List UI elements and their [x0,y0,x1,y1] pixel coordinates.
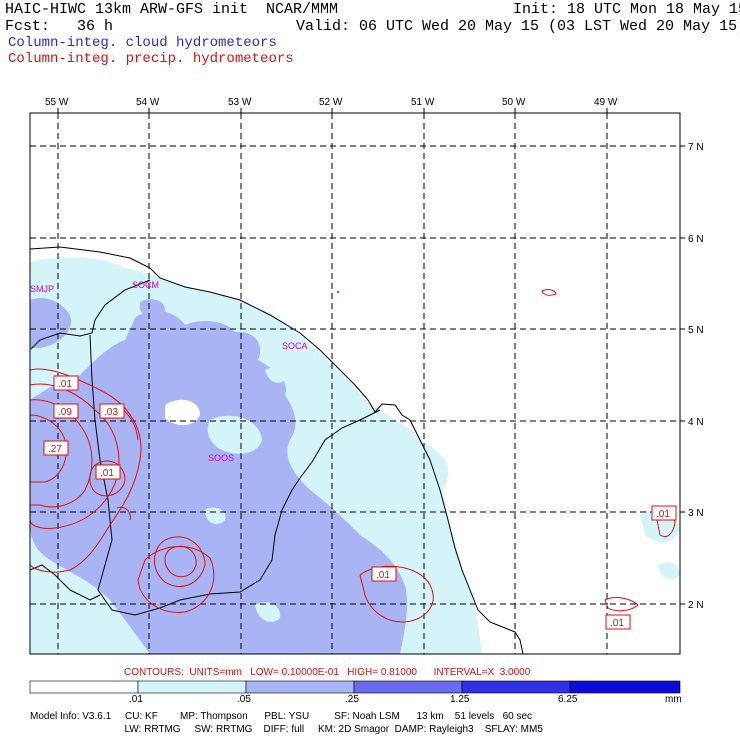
legend-cloud: Column-integ. cloud hydrometeors [8,35,277,51]
contour-label: .01 [610,618,624,629]
colorbar-tick: 1.25 [450,694,470,705]
cloud-shading [30,257,680,654]
border-path-2 [89,334,381,616]
colorbar-tick: .25 [345,694,359,705]
contour-label: .01 [58,379,72,390]
title-line: HAIC-HIWC 13km ARW-GFS init NCAR/MMM [5,1,339,18]
contour-label: .01 [656,509,670,520]
site-label-smjp: SMJP [30,284,54,294]
site-dot [337,291,339,293]
model-info-line1: Model Info: V3.6.1 CU: KF MP: Thompson P… [30,711,533,722]
lat-label: 2 N [688,600,704,611]
lat-label: 4 N [688,417,704,428]
map-frame [29,112,681,655]
site-label-soos: SOOS [208,453,234,463]
lon-label: 52 W [319,97,343,108]
contour-label: .01 [100,468,114,479]
colorbar-tick: 6.25 [558,694,578,705]
lon-label: 55 W [45,97,69,108]
colorbar-tick: .01 [129,694,143,705]
valid-time: Valid: 06 UTC Wed 20 May 15 (03 LST Wed … [296,18,740,35]
model-info-line2: LW: RRTMG SW: RRTMG DIFF: full KM: 2D Sm… [30,724,543,735]
legend-precip: Column-integ. precip. hydrometeors [8,51,294,67]
lat-label: 3 N [688,508,704,519]
cloud-shade-light-east [378,436,449,496]
site-label-soca: SOCA [282,341,308,351]
border-path-1 [30,279,151,351]
contour-label: .09 [58,407,72,418]
lat-label: 7 N [688,142,704,153]
colorbar [29,680,681,694]
lat-label: 5 N [688,325,704,336]
coastline [30,246,524,654]
lat-label: 6 N [688,234,704,245]
cloud-shade-mid-3 [140,299,165,316]
lon-label: 50 W [502,97,526,108]
contour-info: CONTOURS: UNITS=mm LOW= 0.10000E-01 HIGH… [124,667,531,678]
contour-labels: .01 .09 .03 .27 .01 .01 .01 .01 [43,375,677,630]
precip-contours [30,289,676,623]
contour-label: .27 [48,444,62,455]
init-time: Init: 18 UTC Mon 18 May 15 [513,1,740,18]
cloud-shade-mid [30,310,408,654]
lon-label: 54 W [136,97,160,108]
contour-label: .03 [104,407,118,418]
lon-label: 51 W [411,97,435,108]
latlon-grid [30,113,680,654]
border-path-3 [30,564,101,601]
colorbar-tick: .05 [237,694,251,705]
forecast-hour: Fcst: 36 h [5,18,114,35]
lon-label: 53 W [228,97,252,108]
cloud-shade-mid-2 [30,298,71,348]
coastline-path [30,246,524,654]
lon-label: 49 W [594,97,618,108]
colorbar-unit: mm [665,694,682,705]
contour-label: .01 [376,570,390,581]
frame-ticks [57,108,685,605]
cloud-shade-light-east3 [658,562,680,579]
site-label-socm: SOCM [132,280,159,290]
